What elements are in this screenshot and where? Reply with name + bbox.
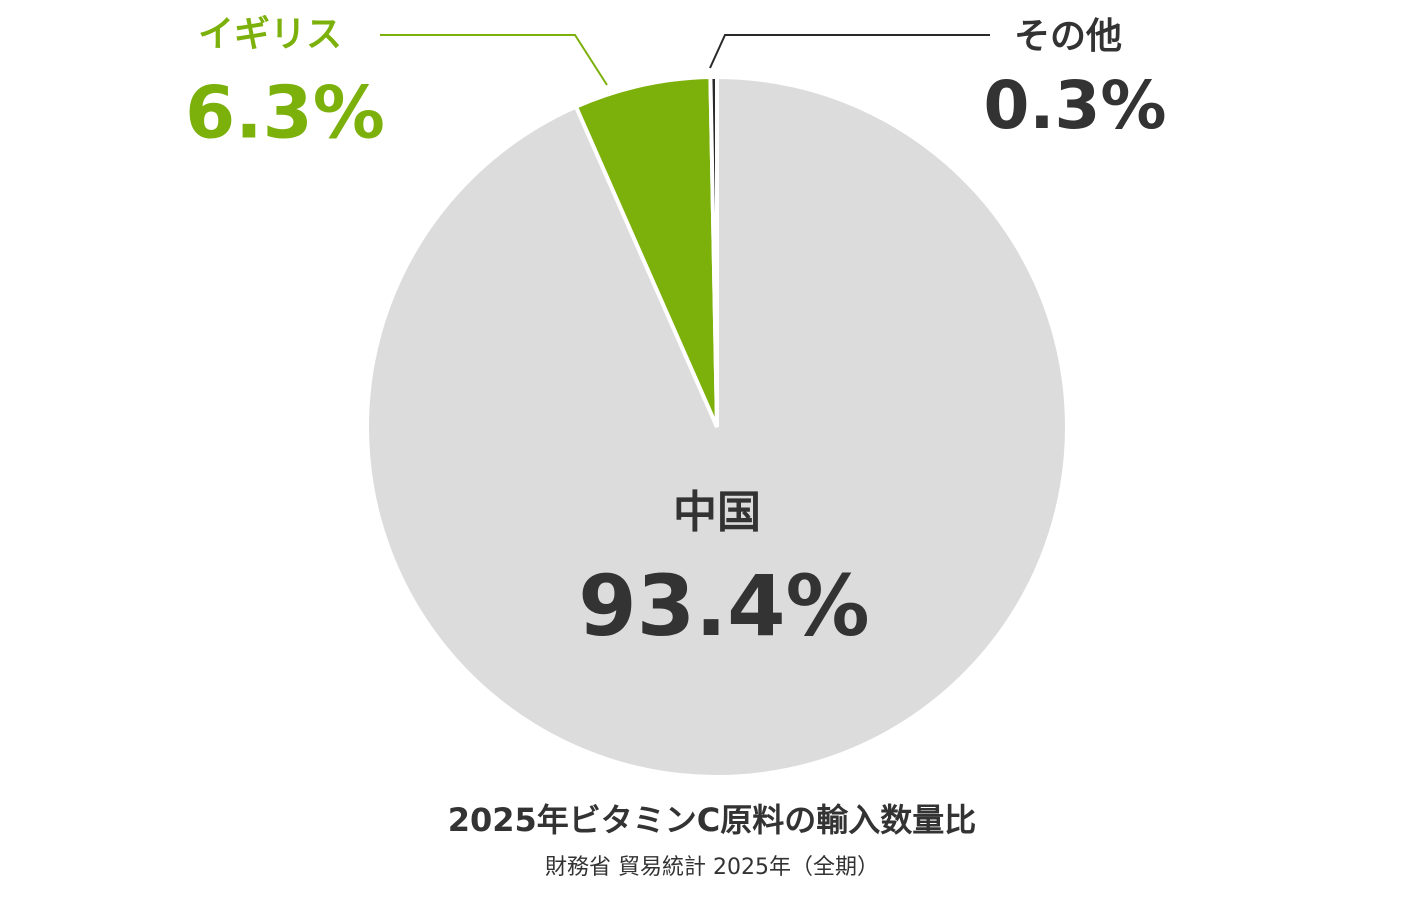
slice-label: イギリス	[198, 14, 342, 55]
value-label: 0.3%	[983, 67, 1166, 144]
leader-line	[380, 34, 608, 86]
chart-subtitle: 財務省 貿易統計 2025年（全期）	[545, 855, 879, 880]
slice-label: その他	[1014, 16, 1122, 57]
value-label: 6.3%	[185, 71, 385, 155]
pie-slice	[708, 74, 719, 428]
value-label: 93.4%	[578, 557, 869, 655]
slice-label: 中国	[673, 487, 761, 538]
chart-title: 2025年ビタミンC原料の輸入数量比	[448, 801, 977, 839]
leader-line	[709, 34, 990, 69]
pie-slice	[573, 75, 719, 428]
